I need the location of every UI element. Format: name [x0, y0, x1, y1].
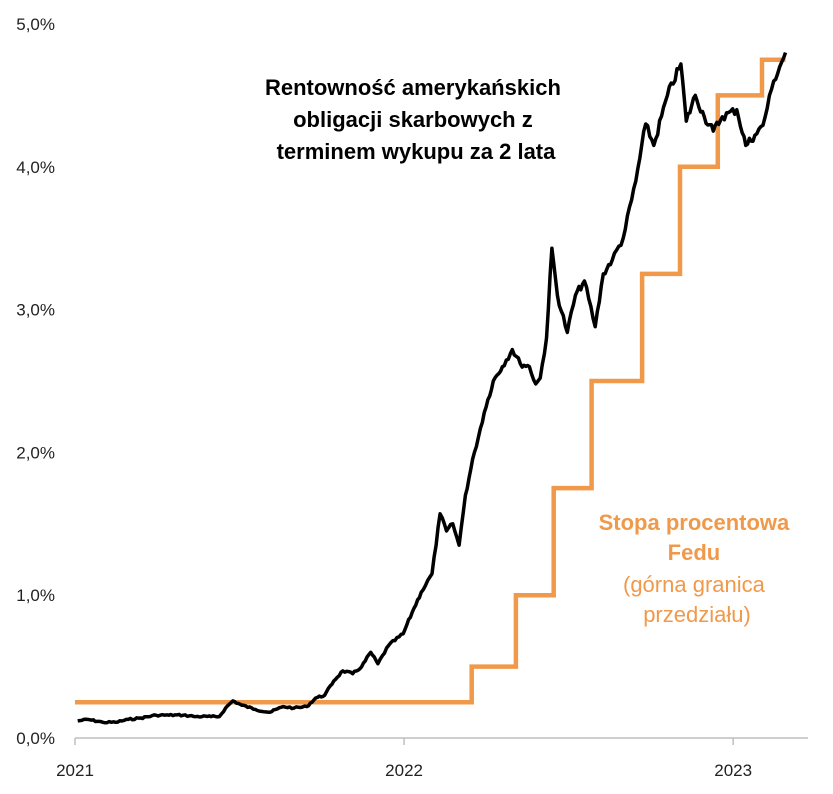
y-tick-label: 2,0%	[16, 443, 55, 462]
yield-label: Rentowność amerykańskich obligacji skarb…	[265, 75, 567, 164]
y-tick-label: 4,0%	[16, 158, 55, 177]
y-tick-label: 0,0%	[16, 729, 55, 748]
x-tick-label: 2023	[714, 761, 752, 780]
fed-label-line-3: (górna granica	[623, 572, 766, 597]
y-tick-label: 3,0%	[16, 301, 55, 320]
yield-label-line-2: obligacji skarbowych z	[293, 107, 533, 132]
y-tick-label: 1,0%	[16, 586, 55, 605]
series-2y-yield-line	[77, 52, 788, 725]
fed-label-line-4: przedziału)	[643, 602, 751, 627]
fed-label-line-1: Stopa procentowa	[599, 510, 790, 535]
x-tick-label: 2021	[56, 761, 94, 780]
y-tick-label: 5,0%	[16, 15, 55, 34]
yield-label-line-1: Rentowność amerykańskich	[265, 75, 561, 100]
x-tick-label: 2022	[385, 761, 423, 780]
yield-label-line-3: terminem wykupu za 2 lata	[277, 139, 557, 164]
x-axis-ticks: 2021 2022 2023	[56, 738, 752, 780]
y-axis-tick-labels: 0,0% 1,0% 2,0% 3,0% 4,0% 5,0%	[16, 15, 55, 748]
series-fed-rate-line	[75, 57, 786, 705]
fed-label-line-2: Fedu	[668, 540, 721, 565]
fed-label: Stopa procentowa Fedu (górna granica prz…	[599, 510, 796, 627]
